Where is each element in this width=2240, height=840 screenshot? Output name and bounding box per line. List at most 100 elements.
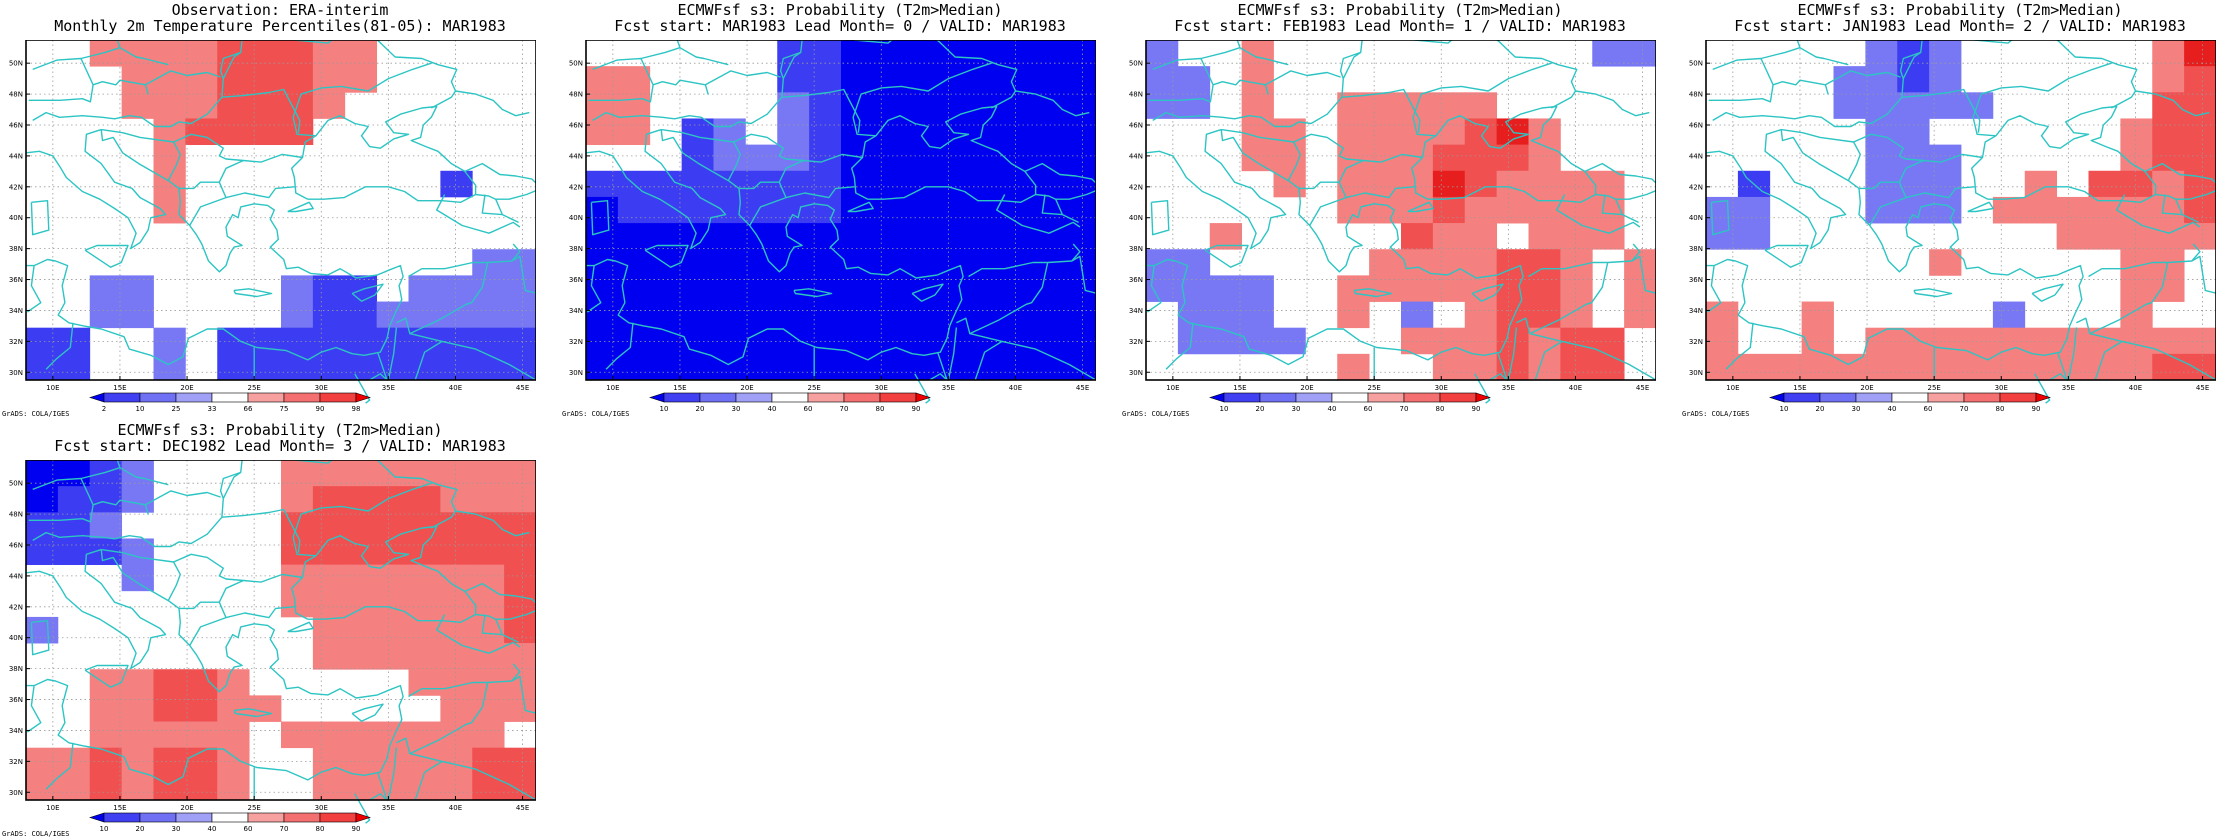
- grid-cell: [681, 249, 714, 276]
- coastline: [408, 663, 521, 698]
- coastline: [1967, 201, 1994, 213]
- grid-cell: [1992, 196, 2026, 224]
- grid-cell: [1337, 301, 1370, 329]
- grid-cell: [1032, 301, 1065, 329]
- grid-cell: [472, 460, 505, 487]
- colorbar-segment: [1963, 392, 2001, 403]
- grid-cell: [1464, 170, 1498, 198]
- colorbar-segment: [1927, 392, 1965, 403]
- grid-cell: [1897, 196, 1930, 224]
- coastline: [242, 460, 458, 529]
- grid-cell: [2184, 66, 2216, 93]
- colorbar-segment: [807, 392, 845, 403]
- lat-tick-label: 30N: [1129, 369, 1143, 377]
- grid-cell: [968, 40, 1001, 67]
- colorbar-segment: [879, 392, 917, 403]
- lat-tick-label: 30N: [9, 789, 23, 797]
- grid-cell: [1146, 40, 1179, 67]
- lon-tick-label: 35E: [942, 384, 955, 392]
- coastline: [851, 105, 1037, 204]
- colorbar: 10 20 30 40 60 70 80 90: [1209, 392, 1491, 413]
- coastline: [1015, 90, 1090, 117]
- coastline: [354, 793, 371, 824]
- colorbar-arrow: [89, 812, 105, 823]
- software-credit: GrADS: COLA/IGES: [2, 830, 70, 838]
- colorbar-label: 10: [660, 405, 669, 413]
- grid-cell: [1929, 66, 1962, 93]
- map-frame: [25, 40, 536, 381]
- coastline: [464, 582, 536, 620]
- coastline: [2088, 243, 2201, 278]
- colorbar-segment: [175, 812, 213, 823]
- coastline: [116, 460, 121, 468]
- colorbar-label: 80: [1996, 405, 2005, 413]
- grid-cell: [344, 538, 378, 566]
- grid-cell: [312, 512, 346, 539]
- grid-cell: [1528, 144, 1561, 172]
- panel-title: Observation: ERA-interim: [171, 1, 389, 19]
- map-panel: ECMWFsf s3: Probability (T2m>Median) Fcst…: [0, 420, 548, 840]
- lat-tick-label: 34N: [1129, 307, 1143, 315]
- coastline: [221, 508, 301, 553]
- lat-tick-label: 44N: [1689, 152, 1703, 160]
- grid-cell: [872, 170, 906, 198]
- coastline: [1236, 40, 1241, 48]
- grid-cell: [1992, 301, 2026, 329]
- lat-tick-label: 38N: [1689, 245, 1703, 253]
- grid-cell: [153, 721, 186, 749]
- colorbar-segment: [319, 392, 357, 403]
- coastline: [173, 133, 303, 163]
- coastline: [936, 351, 948, 381]
- lat-tick-label: 36N: [9, 276, 23, 284]
- grid-cell: [1560, 301, 1593, 329]
- grid-cell: [1177, 66, 1211, 93]
- grid-cell: [1273, 144, 1306, 172]
- grid-cell: [1064, 40, 1096, 67]
- coastline: [242, 40, 458, 109]
- grid-cell: [312, 460, 346, 487]
- colorbar-label: 70: [840, 405, 849, 413]
- lat-tick-label: 34N: [569, 307, 583, 315]
- grid-cell: [586, 223, 619, 250]
- lon-tick-label: 25E: [807, 384, 820, 392]
- coastlines: [1705, 40, 2216, 404]
- grid-cell: [1706, 353, 1739, 381]
- grid-cell: [777, 249, 810, 276]
- coastline: [92, 499, 146, 506]
- grid-cell: [89, 669, 123, 696]
- grid-cell: [1369, 249, 1402, 276]
- grid-cell: [872, 301, 906, 329]
- grid-cell: [841, 66, 874, 93]
- grid-cell: [1624, 301, 1656, 329]
- coastline: [652, 79, 706, 86]
- lat-tick-label: 42N: [1689, 183, 1703, 191]
- grid-cell: [904, 118, 938, 146]
- grid-cell: [185, 669, 218, 696]
- lat-tick-label: 44N: [1129, 152, 1143, 160]
- grid-cell: [1528, 223, 1561, 250]
- coastline: [1972, 62, 2112, 137]
- map-panel: ECMWFsf s3: Probability (T2m>Median) Fcst…: [1680, 0, 2228, 420]
- lon-tick-label: 25E: [247, 384, 260, 392]
- grid-cell: [904, 327, 938, 355]
- grid-cell: [89, 40, 123, 67]
- grid-cell: [281, 721, 314, 749]
- coastline: [84, 244, 129, 268]
- grid-cell: [281, 564, 314, 592]
- grid-cell: [1337, 196, 1370, 224]
- grid-cell: [2088, 223, 2121, 250]
- grid-cell: [281, 66, 314, 93]
- grid-cell: [968, 353, 1001, 381]
- grid-cell: [1401, 196, 1434, 224]
- grid-cell: [472, 486, 505, 513]
- panel-subtitle: Fcst start: JAN1983 Lead Month= 2 / VALI…: [1734, 17, 2186, 35]
- lat-tick-label: 36N: [569, 276, 583, 284]
- coastline: [1901, 88, 1981, 133]
- grid-cell: [121, 460, 154, 487]
- coastline: [1146, 265, 1162, 313]
- coastline: [1631, 255, 1656, 294]
- grid-cell: [185, 66, 218, 93]
- grid-cell: [777, 196, 810, 224]
- grid-cell: [1432, 118, 1466, 146]
- panel-subtitle: Monthly 2m Temperature Percentiles(81-05…: [54, 17, 506, 35]
